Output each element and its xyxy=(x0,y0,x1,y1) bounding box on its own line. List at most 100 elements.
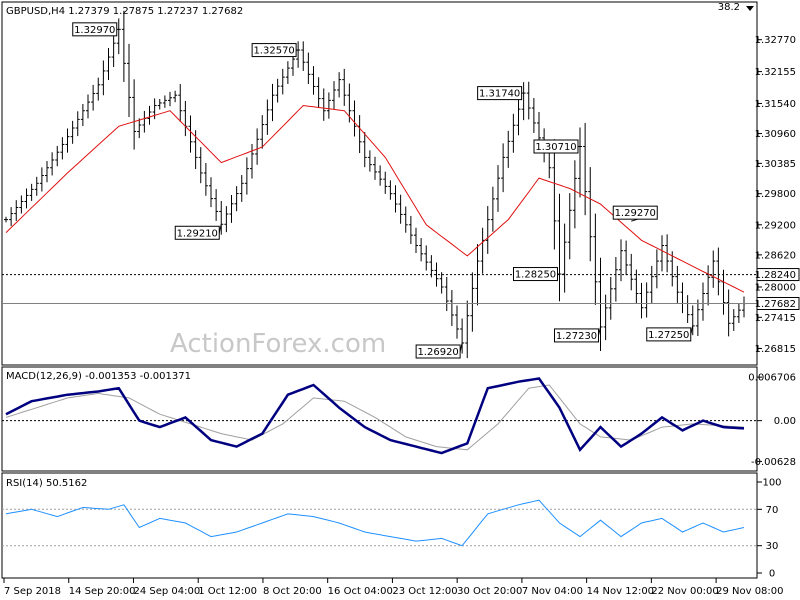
macd-panel-frame xyxy=(1,366,758,472)
rsi-levels xyxy=(2,508,757,547)
price-bar xyxy=(516,99,521,136)
price-bar xyxy=(603,294,608,341)
macd-panel: 0.006706 0.00 -0.00628 MACD(12,26,9) -0.00… xyxy=(1,366,796,472)
last-price-label: 1.27682 xyxy=(755,296,800,310)
price-annotation: 1.32570 xyxy=(251,43,299,58)
price-bar xyxy=(649,265,654,303)
price-bar xyxy=(96,77,101,101)
price-annotation: 1.28250 xyxy=(513,267,560,282)
last-price-label-text: 1.27682 xyxy=(755,299,796,310)
price-bar xyxy=(414,227,418,253)
price-bar xyxy=(306,52,311,84)
macd-signal-line xyxy=(5,384,745,451)
price-bar xyxy=(393,185,398,213)
price-bar xyxy=(731,309,736,331)
annotation-box xyxy=(174,225,220,240)
price-bar xyxy=(501,143,506,193)
price-series xyxy=(4,10,746,359)
price-tick-label: 1.31540 xyxy=(755,99,796,110)
price-bar xyxy=(578,127,582,198)
price-bar xyxy=(203,162,208,196)
price-bar xyxy=(398,194,403,224)
time-tick-label: 22 Nov 00:00 xyxy=(651,586,718,597)
price-tick-label: 1.27415 xyxy=(755,313,796,324)
price-bar xyxy=(147,105,152,125)
price-bar xyxy=(106,48,111,80)
price-bar xyxy=(326,92,331,119)
price-bar xyxy=(198,147,203,184)
dropdown-triangle-icon[interactable] xyxy=(746,6,754,11)
time-tick-label: 23 Oct 12:00 xyxy=(392,586,457,597)
price-axis: 1.32770 1.32155 1.31540 1.30960 1.30385 1.298… xyxy=(755,35,800,355)
annotation-text: 1.31740 xyxy=(479,89,520,100)
price-bar xyxy=(408,215,413,245)
price-bar xyxy=(86,94,90,119)
price-bar xyxy=(634,269,639,304)
price-bar xyxy=(403,206,408,233)
time-tick-label: 29 Nov 08:00 xyxy=(716,586,783,597)
price-bar xyxy=(234,186,239,212)
annotation-text: 1.32970 xyxy=(74,25,115,36)
price-bar xyxy=(157,98,162,110)
macd-line xyxy=(5,377,745,455)
annotation-box xyxy=(477,86,523,101)
price-bar xyxy=(726,289,731,337)
price-annotation: 1.30710 xyxy=(533,139,580,154)
price-bar xyxy=(168,91,172,107)
price-bar xyxy=(367,150,372,172)
price-bar xyxy=(490,186,495,232)
price-bar xyxy=(608,276,613,320)
price-tick-label: 1.29200 xyxy=(755,220,796,231)
price-bar xyxy=(132,79,137,150)
price-annotation: 1.31740 xyxy=(477,86,524,101)
price-tick-label: 1.30960 xyxy=(755,129,796,140)
price-bar xyxy=(316,77,321,108)
price-bar xyxy=(439,272,444,294)
price-bar xyxy=(695,299,700,336)
price-bar xyxy=(111,33,116,68)
price-bar xyxy=(70,120,75,144)
price-bar xyxy=(209,177,213,208)
price-bar xyxy=(562,223,567,293)
price-bar xyxy=(45,160,49,183)
price-bar xyxy=(711,250,716,288)
macd-axis: 0.006706 0.00 -0.00628 xyxy=(748,373,796,468)
price-bar xyxy=(14,200,19,221)
price-bar xyxy=(65,128,70,153)
price-bar xyxy=(434,262,439,287)
time-tick-label: 14 Nov 12:00 xyxy=(587,586,654,597)
rsi-title: RSI(14) 50.5162 xyxy=(6,478,87,489)
price-bar xyxy=(91,84,96,111)
rsi-panel-frame xyxy=(1,472,758,579)
price-bar xyxy=(654,249,659,289)
rsi-panel: 100 70 30 0 RSI(14) 50.5162 xyxy=(1,472,782,580)
price-bar xyxy=(593,213,598,305)
price-tick-label: 1.32770 xyxy=(755,35,796,46)
price-bar xyxy=(285,61,290,84)
price-bar xyxy=(19,195,24,214)
price-bar xyxy=(485,206,490,254)
price-bar xyxy=(629,253,634,291)
price-annotation: 1.27230 xyxy=(554,326,601,343)
rsi-tick-label: 70 xyxy=(766,505,779,516)
price-bar xyxy=(624,240,629,276)
annotation-text: 1.32570 xyxy=(253,46,294,57)
price-tick-label: 1.29800 xyxy=(755,189,796,200)
rsi-axis: 100 70 30 0 xyxy=(757,478,782,580)
price-bar xyxy=(690,305,695,336)
price-bar xyxy=(80,104,85,127)
reference-level-label-box xyxy=(756,268,800,282)
price-bar xyxy=(260,115,265,149)
price-bar xyxy=(34,176,39,196)
time-tick-label: 7 Sep 2018 xyxy=(4,586,61,597)
price-bar xyxy=(388,180,393,200)
price-bar xyxy=(526,81,531,120)
price-bar xyxy=(444,276,449,312)
price-bar xyxy=(373,156,377,180)
price-bar xyxy=(9,207,14,227)
price-bar xyxy=(29,183,34,201)
price-bar xyxy=(706,265,711,306)
price-annotation: 1.26920 xyxy=(415,342,463,359)
price-bar xyxy=(567,193,572,260)
